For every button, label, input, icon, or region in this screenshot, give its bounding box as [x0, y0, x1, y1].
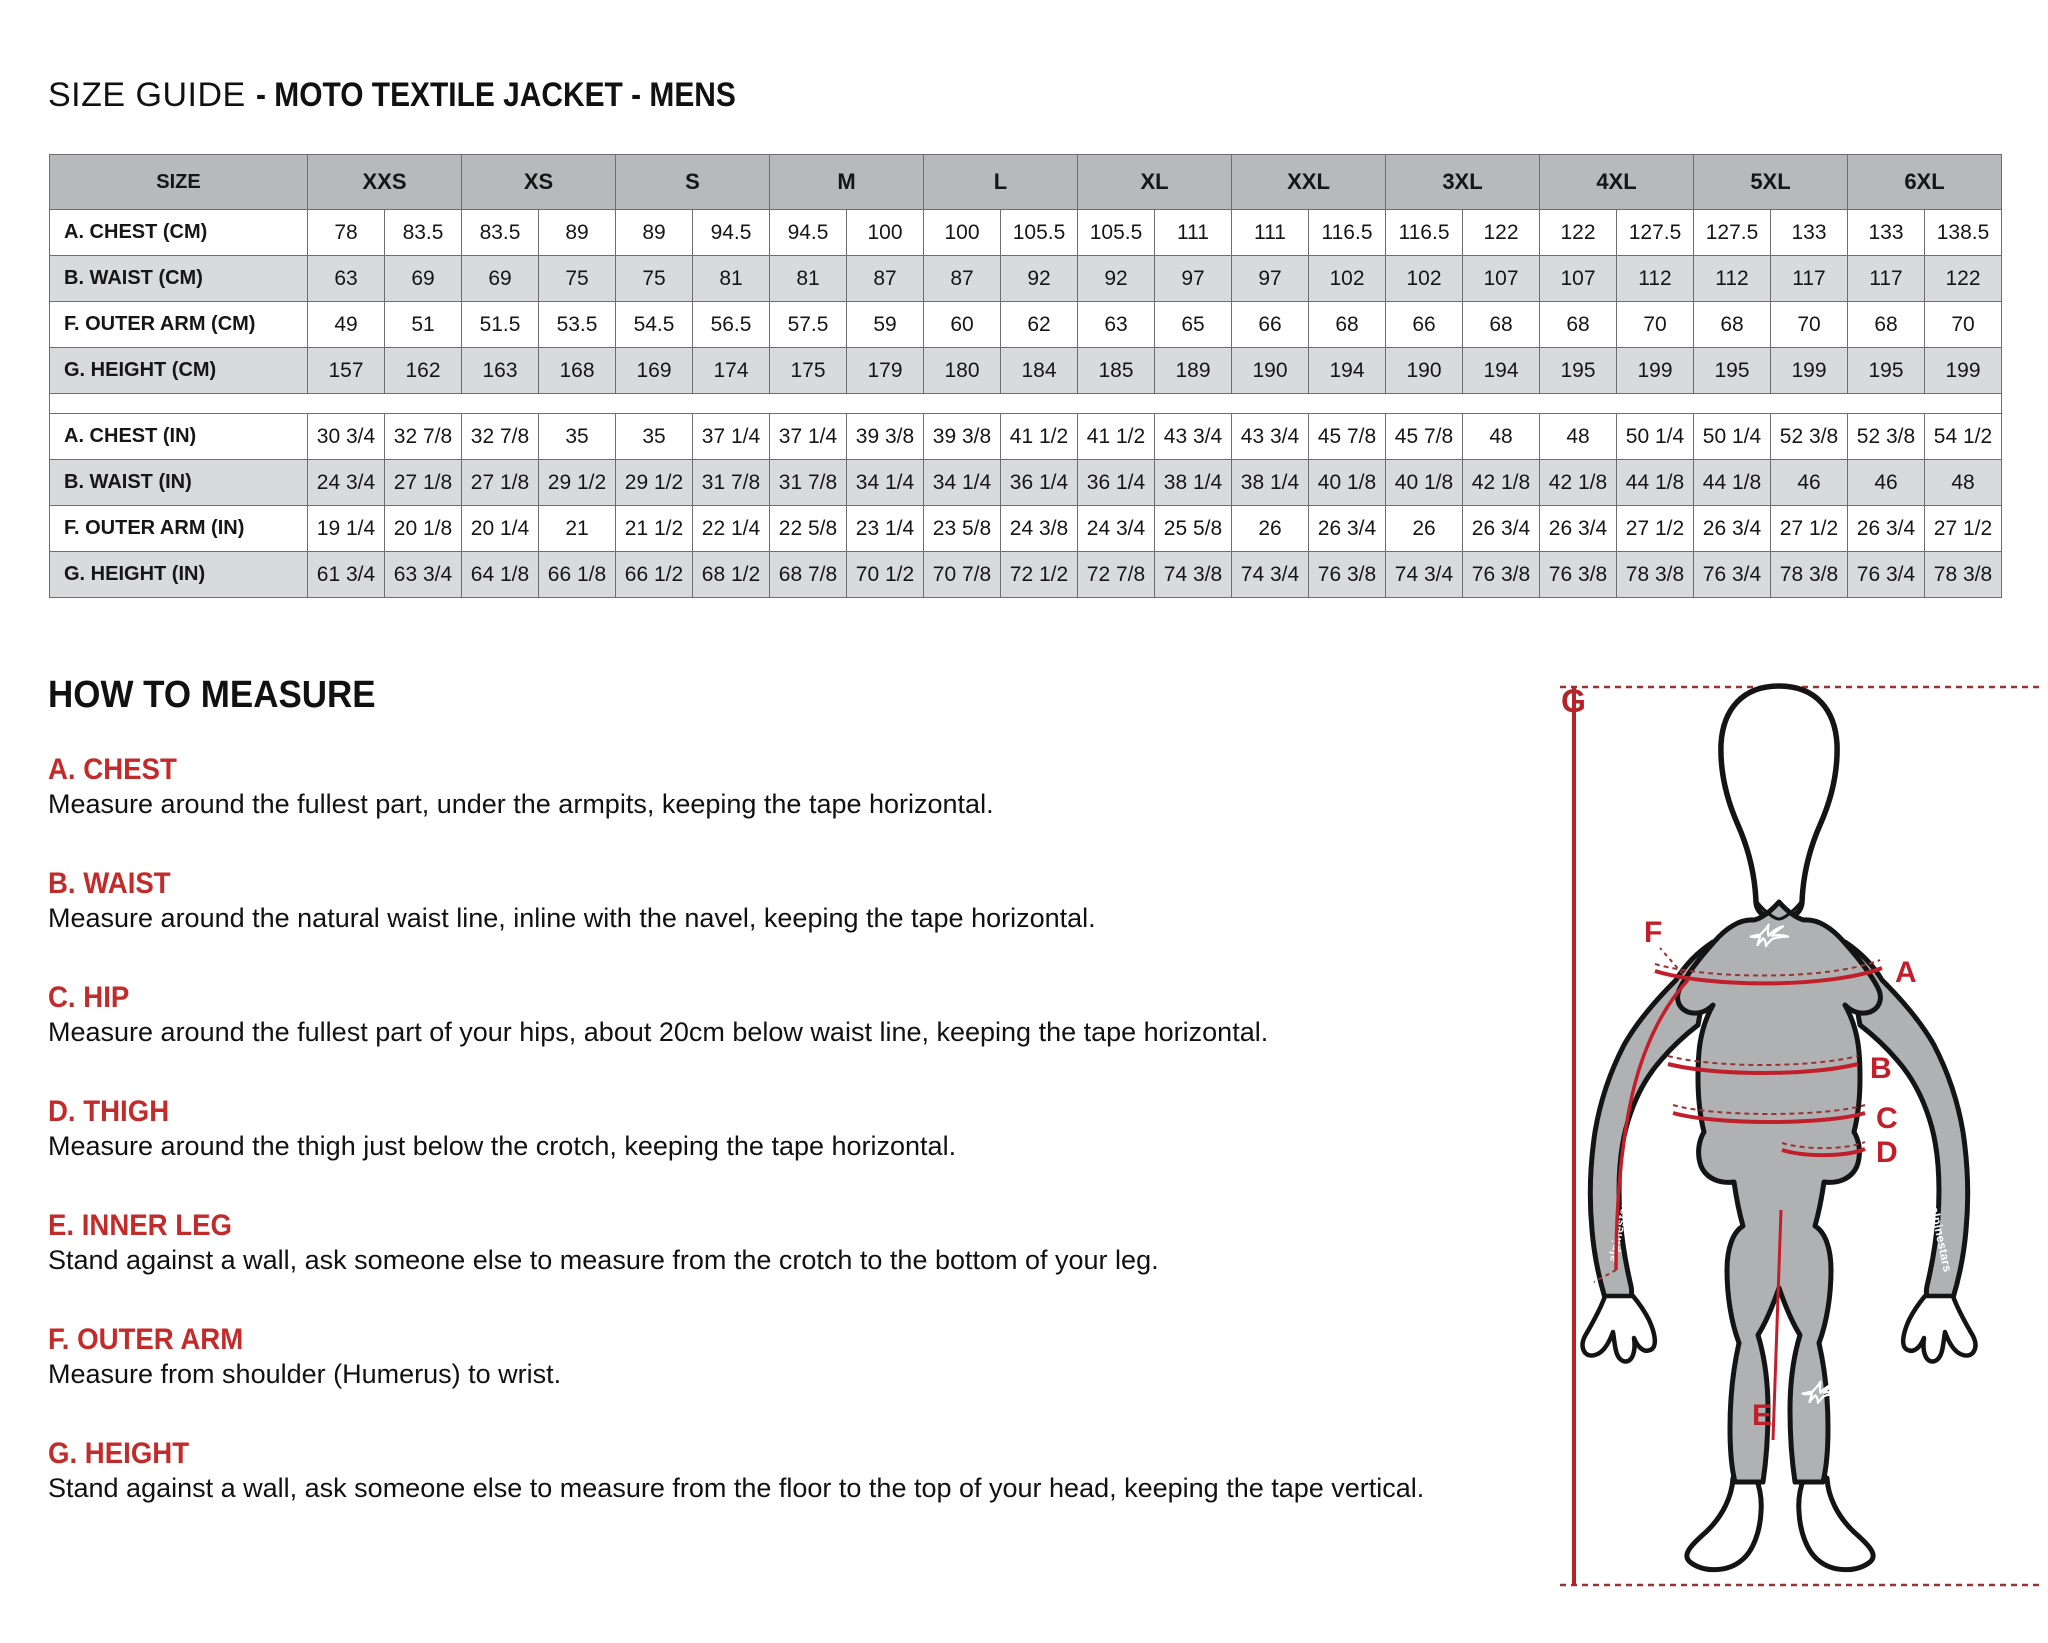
svg-text:D: D — [1876, 1136, 1898, 1169]
svg-text:B: B — [1870, 1052, 1892, 1085]
svg-text:F: F — [1644, 916, 1662, 949]
svg-text:A: A — [1895, 956, 1917, 989]
svg-text:E: E — [1752, 1399, 1772, 1432]
svg-text:G: G — [1561, 683, 1586, 719]
svg-text:C: C — [1876, 1102, 1898, 1135]
